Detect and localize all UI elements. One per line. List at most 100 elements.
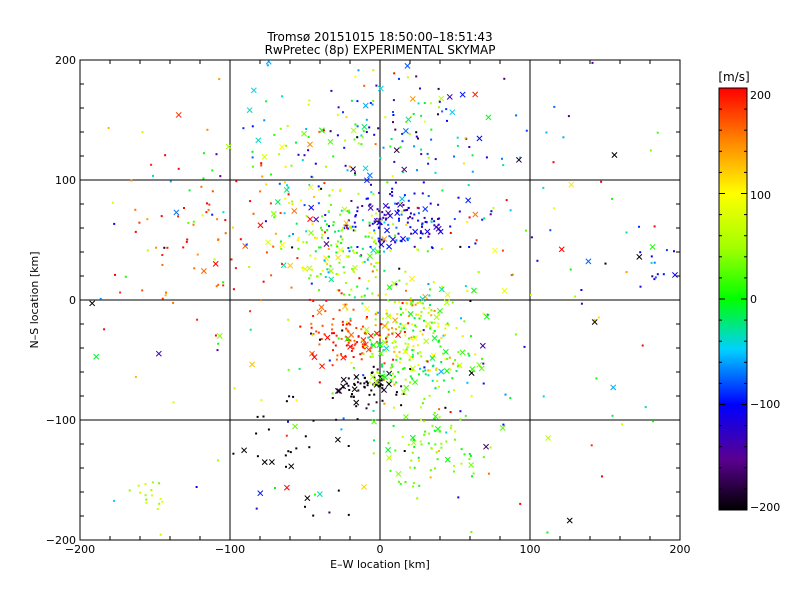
data-point	[215, 285, 218, 288]
data-point-cross	[400, 389, 407, 396]
data-point	[302, 241, 305, 244]
data-point	[385, 312, 388, 315]
data-point	[530, 294, 532, 296]
data-point	[420, 310, 423, 313]
data-point	[414, 303, 417, 306]
data-point	[336, 113, 339, 116]
data-point	[339, 213, 342, 216]
data-point	[305, 214, 308, 217]
data-point	[399, 330, 402, 333]
data-point	[202, 177, 205, 180]
data-point	[419, 351, 422, 354]
data-point	[470, 335, 472, 338]
data-point	[280, 240, 282, 243]
data-point	[353, 339, 356, 342]
data-point	[200, 185, 203, 188]
data-point	[393, 383, 396, 386]
data-point	[406, 346, 409, 349]
data-point	[435, 451, 438, 454]
data-point	[400, 404, 403, 407]
data-point-cross	[377, 85, 384, 92]
data-point-cross	[591, 319, 598, 325]
data-point-cross	[364, 305, 370, 312]
data-point	[364, 332, 367, 335]
data-point	[427, 235, 430, 238]
data-point	[269, 202, 272, 205]
data-point-cross	[362, 102, 369, 109]
data-point	[428, 432, 430, 435]
data-point	[260, 399, 263, 402]
data-point-cross	[308, 229, 315, 236]
data-point	[366, 316, 368, 318]
data-point-cross	[437, 307, 443, 314]
data-point	[218, 78, 221, 81]
data-point	[449, 232, 452, 234]
data-point-cross	[342, 303, 349, 310]
data-point-cross	[265, 60, 272, 65]
data-point	[393, 72, 396, 75]
data-point	[395, 226, 398, 229]
data-point	[320, 236, 323, 239]
data-point	[411, 323, 414, 326]
data-point	[427, 195, 430, 197]
data-point	[222, 211, 225, 214]
data-point	[590, 444, 593, 447]
data-point	[453, 155, 455, 158]
data-point	[395, 239, 398, 242]
data-point	[474, 242, 477, 245]
data-point	[354, 214, 357, 217]
data-point-cross	[370, 342, 377, 349]
data-point-cross	[327, 138, 334, 145]
data-point	[301, 267, 304, 270]
data-point	[417, 459, 420, 462]
data-point	[427, 442, 430, 445]
data-point-cross	[438, 286, 445, 293]
data-point	[365, 197, 368, 200]
data-point	[464, 285, 467, 288]
data-point	[284, 181, 286, 184]
x-axis-label: E–W location [km]	[330, 558, 430, 571]
data-point	[370, 389, 373, 392]
data-point	[321, 324, 324, 327]
data-point	[562, 136, 565, 139]
data-point	[206, 128, 209, 131]
data-point	[186, 238, 189, 241]
data-point	[318, 246, 321, 249]
data-point	[159, 498, 162, 500]
data-point	[446, 119, 448, 122]
data-point	[164, 154, 167, 157]
data-point	[394, 241, 397, 244]
data-point	[332, 224, 335, 227]
data-point	[370, 236, 373, 239]
data-point	[374, 318, 377, 321]
data-point	[424, 430, 427, 433]
data-point	[308, 99, 311, 102]
data-point	[205, 211, 208, 214]
data-point-cross	[313, 216, 320, 223]
data-point	[446, 322, 449, 325]
data-point	[361, 343, 364, 346]
data-point	[430, 309, 433, 312]
data-point	[224, 232, 227, 235]
data-point	[287, 450, 290, 453]
data-point	[351, 393, 353, 396]
data-point	[409, 466, 412, 469]
data-point	[377, 237, 380, 240]
data-point	[113, 499, 115, 502]
data-point	[139, 491, 142, 494]
data-point	[438, 106, 440, 109]
data-point	[403, 194, 406, 197]
data-point	[364, 235, 367, 238]
data-point	[435, 368, 437, 371]
data-point	[155, 246, 158, 249]
data-point-cross	[255, 137, 262, 144]
data-point	[407, 322, 410, 325]
data-point	[650, 255, 653, 258]
data-point	[281, 263, 283, 265]
data-point	[303, 204, 306, 207]
data-point	[328, 255, 330, 258]
data-point	[468, 354, 471, 357]
data-point	[350, 349, 353, 352]
data-point-cross	[316, 491, 323, 498]
data-point	[338, 261, 341, 264]
